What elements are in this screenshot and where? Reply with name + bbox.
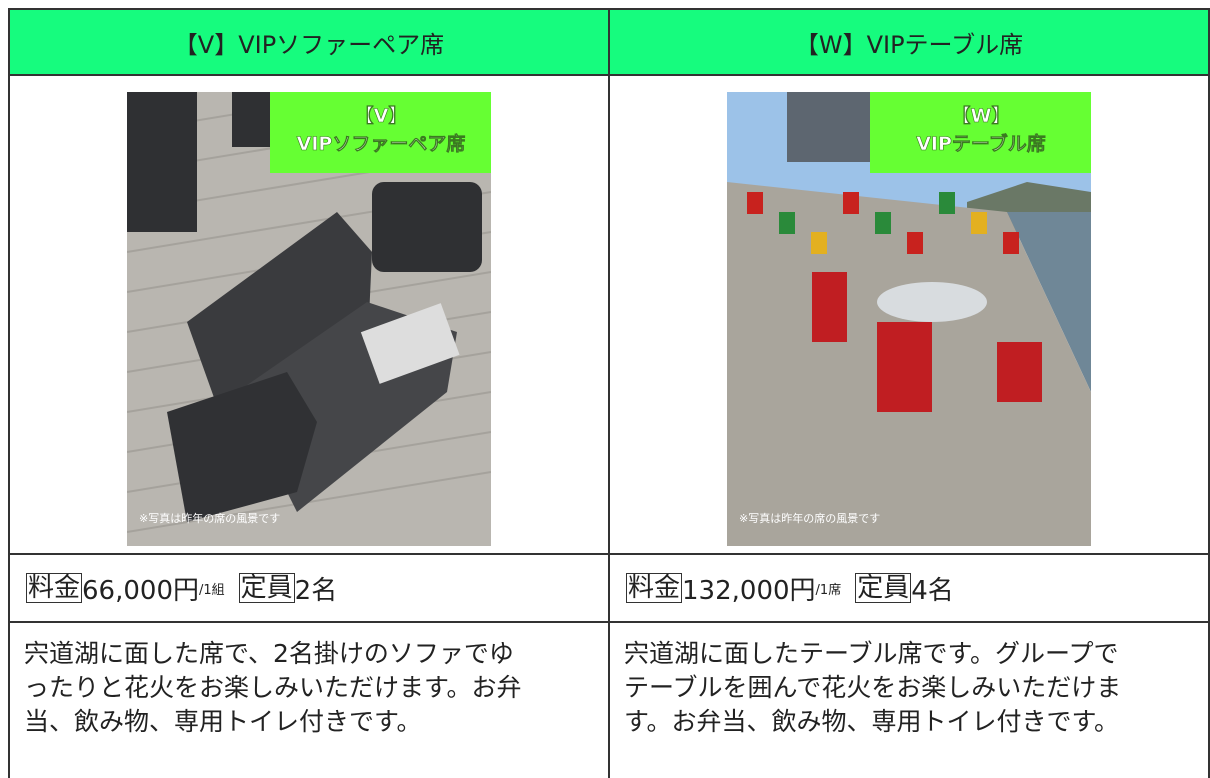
description-line: 宍道湖に面したテーブル席です。グループで xyxy=(624,639,1119,668)
description: 宍道湖に面したテーブル席です。グループで テーブルを囲んで花火をお楽しみいただけま… xyxy=(610,623,1208,739)
number-card xyxy=(360,303,460,384)
overlay-box xyxy=(270,92,491,173)
chair xyxy=(907,232,923,254)
seat-table: 【V】VIPソファーペア席 【V】 VIPソファーペア席 ※写真は昨年の席の風景です料… xyxy=(8,8,1210,778)
chair xyxy=(971,212,987,234)
overlay-text: 【V】 xyxy=(355,104,408,127)
column-title: 【V】VIPソファーペア席 xyxy=(10,10,608,76)
capacity-label: 定員 xyxy=(855,572,912,604)
sofa-arm xyxy=(167,372,317,522)
column: 【V】VIPソファーペア席 【V】 VIPソファーペア席 ※写真は昨年の席の風景です料… xyxy=(10,10,610,778)
description-line: 当、飲み物、専用トイレ付きです。 xyxy=(24,707,422,736)
image-cell: 【W】 VIPテーブル席 ※写真は昨年の席の風景です xyxy=(610,76,1208,555)
price-row: 料金 66,000円/1組 定員 2名 xyxy=(10,555,608,623)
column: 【W】VIPテーブル席 【W】 VIPテーブル席 ※写真は昨年の席の風景です 料金 132… xyxy=(610,10,1210,778)
price-row: 料金 132,000円/1席 定員 4名 xyxy=(610,555,1208,623)
chair xyxy=(939,192,955,214)
overlay-text: VIPテーブル席 xyxy=(916,132,1046,155)
overlay-text: VIPソファーペア席 xyxy=(297,132,466,155)
capacity-amount: 4名 xyxy=(911,575,954,606)
sofa-back-left xyxy=(127,92,197,232)
photo-caption: ※写真は昨年の席の風景です xyxy=(739,511,880,525)
price-unit: /1席 xyxy=(815,582,842,598)
column-title: 【W】VIPテーブル席 xyxy=(610,10,1208,76)
description-line: 宍道湖に面した席で、2名掛けのソファでゆ xyxy=(24,639,514,668)
price-amount: 66,000円 xyxy=(82,575,199,606)
chair xyxy=(843,192,859,214)
image-cell: 【V】 VIPソファーペア席 ※写真は昨年の席の風景です xyxy=(10,76,608,555)
capacity-label: 定員 xyxy=(238,572,295,604)
description-line: テーブルを囲んで花火をお楽しみいただけま xyxy=(624,673,1122,702)
photo: 【W】 VIPテーブル席 ※写真は昨年の席の風景です xyxy=(727,92,1091,546)
sofa-far-right xyxy=(372,182,482,272)
photo: 【V】 VIPソファーペア席 ※写真は昨年の席の風景です xyxy=(127,92,491,546)
capacity-amount: 2名 xyxy=(294,575,338,606)
chair xyxy=(747,192,763,214)
price-label: 料金 xyxy=(26,572,83,604)
overlay-text: 【W】 xyxy=(952,104,1011,127)
description: 宍道湖に面した席で、2名掛けのソファでゆ ったりと花火をお楽しみいただけます。お弁… xyxy=(10,623,608,739)
chair xyxy=(779,212,795,234)
sofa-back-mid xyxy=(232,92,277,147)
table-top xyxy=(877,282,987,322)
price-unit: /1組 xyxy=(199,582,225,598)
photo-caption: ※写真は昨年の席の風景です xyxy=(139,511,280,525)
description-line: す。お弁当、飲み物、専用トイレ付きです。 xyxy=(624,707,1120,736)
price-label: 料金 xyxy=(626,572,683,604)
chair xyxy=(811,232,827,254)
chair xyxy=(1003,232,1019,254)
red-chair-right xyxy=(997,342,1042,402)
chair xyxy=(875,212,891,234)
price-amount: 132,000円 xyxy=(682,575,816,606)
red-chair-front xyxy=(877,322,932,412)
description-line: ったりと花火をお楽しみいただけます。お弁 xyxy=(24,673,522,702)
red-chair-left xyxy=(812,272,847,342)
overlay-box xyxy=(870,92,1091,173)
